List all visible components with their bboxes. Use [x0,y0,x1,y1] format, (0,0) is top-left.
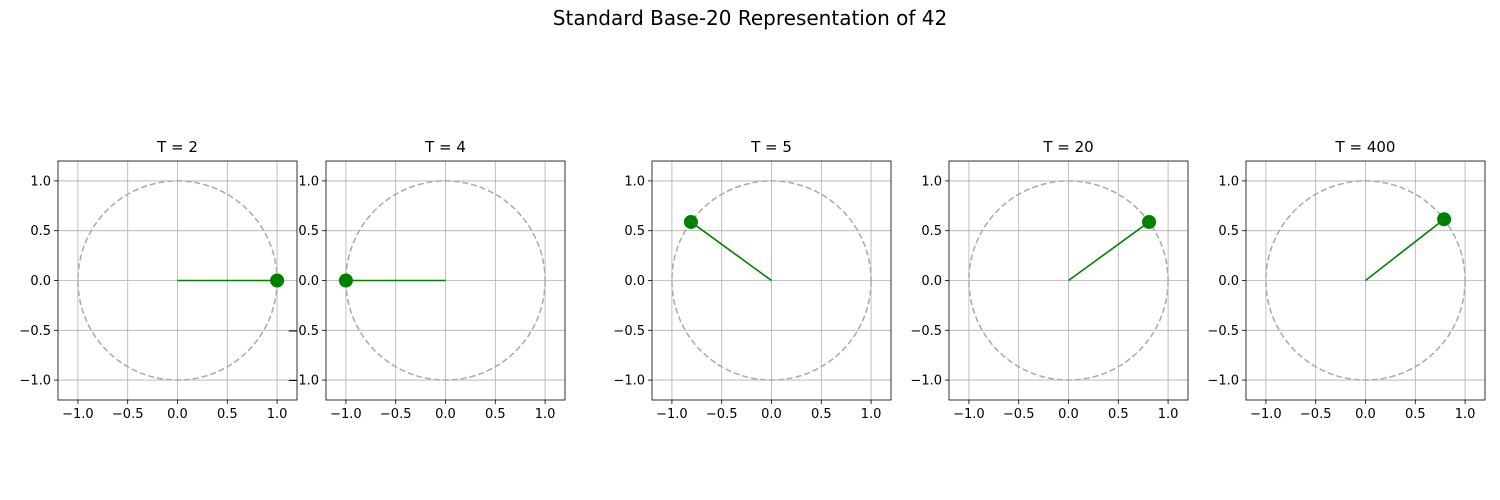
x-tick-label: 0.0 [1355,407,1376,422]
subplot-2: T = 4 −1.0 −0.5 0.0 0.5 1.0 −1.0 −0.5 0.0 0.5 1.0 [287,138,566,422]
y-tick-label: −1.0 [19,374,51,389]
y-tick-label: 0.5 [30,224,51,239]
vector-line [1365,218,1445,282]
subplot-title: T = 2 [156,138,198,156]
unit-circle [671,180,872,381]
y-tick-label: −0.5 [287,324,319,339]
y-tick-label: 0.0 [30,274,51,289]
x-tick-label: −0.5 [1300,407,1332,422]
x-tick-label: −0.5 [112,407,144,422]
y-tick-label: 0.5 [1218,224,1239,239]
x-tick-label: 0.5 [1108,407,1129,422]
x-tick-label: 1.0 [1158,407,1179,422]
subplot-3: T = 5 −1.0 −0.5 0.0 0.5 1.0 −1.0 −0.5 0.0 0.5 1.0 [613,138,892,422]
y-tick-label: 0.0 [624,274,645,289]
subplot-5: T = 400 −1.0 −0.5 0.0 0.5 1.0 −1.0 −0.5 0.0 0.5 1.… [1207,138,1486,422]
y-tick-label: −0.5 [613,324,645,339]
x-tick-label: 0.5 [1405,407,1426,422]
subplot-4: T = 20 −1.0 −0.5 0.0 0.5 1.0 −1.0 −0.5 0.0 0.5 1.0 [910,138,1189,422]
vector-line [690,221,772,282]
y-tick-label: 0.0 [921,274,942,289]
subplot-title: T = 20 [1042,138,1093,156]
vector-endpoint [1142,214,1157,229]
x-tick-label: 1.0 [861,407,882,422]
x-tick-label: 1.0 [535,407,556,422]
x-tick-label: 0.5 [217,407,238,422]
subplot-title: T = 400 [1335,138,1396,156]
y-tick-label: 0.0 [1218,274,1239,289]
subplot-title: T = 4 [424,138,466,156]
axes-frame [1245,160,1486,401]
axes-frame [57,160,298,401]
vector-endpoint [338,273,353,288]
x-tick-label: −1.0 [656,407,688,422]
x-tick-label: −1.0 [953,407,985,422]
x-tick-label: −1.0 [62,407,94,422]
axes-frame [948,160,1189,401]
y-tick-label: −0.5 [19,324,51,339]
y-tick-label: −1.0 [1207,374,1239,389]
axes-frame [325,160,566,401]
unit-circle [345,180,546,381]
y-tick-label: 1.0 [921,174,942,189]
x-tick-label: 0.0 [761,407,782,422]
x-tick-label: 1.0 [1455,407,1476,422]
figure-title: Standard Base-20 Representation of 42 [552,6,948,30]
x-tick-label: −0.5 [706,407,738,422]
y-tick-label: 0.0 [298,274,319,289]
subplot-title: T = 5 [750,138,792,156]
y-tick-label: 1.0 [1218,174,1239,189]
y-tick-label: 0.5 [298,224,319,239]
y-tick-label: −1.0 [910,374,942,389]
y-tick-label: 0.5 [921,224,942,239]
unit-circle [968,180,1169,381]
vector-line [1068,221,1150,282]
x-tick-label: −0.5 [1003,407,1035,422]
y-tick-label: 1.0 [298,174,319,189]
x-tick-label: −0.5 [380,407,412,422]
y-tick-label: 1.0 [30,174,51,189]
x-tick-label: −1.0 [330,407,362,422]
y-tick-label: −0.5 [1207,324,1239,339]
unit-circle [1265,180,1466,381]
x-tick-label: 0.0 [1058,407,1079,422]
y-tick-label: 0.5 [624,224,645,239]
x-tick-label: 0.0 [167,407,188,422]
vector-endpoint [1437,212,1452,227]
y-tick-label: 1.0 [624,174,645,189]
subplot-1: T = 2 −1.0 −0.5 0.0 0.5 1.0 −1.0 −0.5 0.0 0.5 1.0 [19,138,298,422]
x-tick-label: 1.0 [267,407,288,422]
vector-endpoint [270,273,285,288]
x-tick-label: 0.0 [435,407,456,422]
axes-frame [651,160,892,401]
x-tick-label: 0.5 [485,407,506,422]
y-tick-label: −0.5 [910,324,942,339]
x-tick-label: 0.5 [811,407,832,422]
y-tick-label: −1.0 [613,374,645,389]
x-tick-label: −1.0 [1250,407,1282,422]
vector-endpoint [683,214,698,229]
y-tick-label: −1.0 [287,374,319,389]
